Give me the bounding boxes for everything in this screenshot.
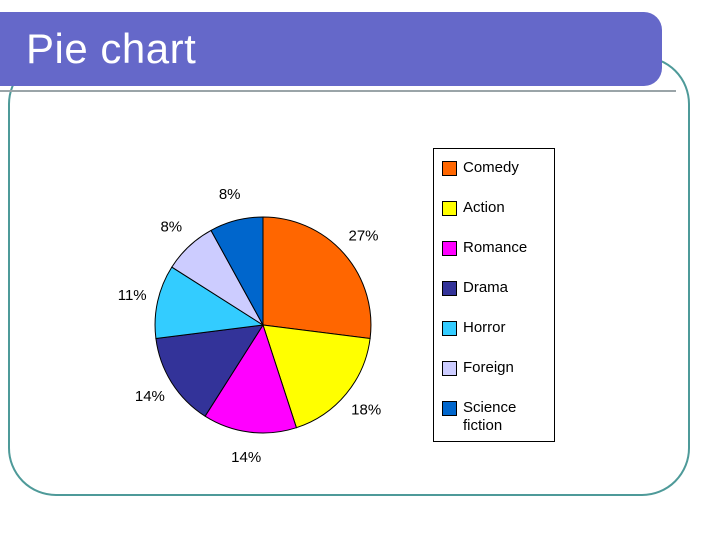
pie-data-label-science-fiction: 8%: [219, 186, 241, 203]
legend-item-horror: Horror: [442, 319, 548, 337]
legend-item-comedy: Comedy: [442, 159, 548, 177]
pie-slice-romance: [204, 323, 298, 434]
title-banner: Pie chart: [0, 12, 662, 86]
legend-swatch-horror: [442, 321, 457, 336]
legend-swatch-science-fiction: [442, 401, 457, 416]
pie-data-label-drama: 14%: [135, 388, 165, 405]
legend-item-romance: Romance: [442, 239, 548, 257]
legend-item-foreign: Foreign: [442, 359, 548, 377]
slide-title: Pie chart: [26, 25, 197, 72]
legend-item-science-fiction: Science fiction: [442, 399, 548, 435]
pie-slice-drama: [155, 324, 264, 417]
pie-data-label-comedy: 27%: [348, 227, 378, 244]
pie-data-label-foreign: 8%: [160, 218, 182, 235]
legend-label-drama: Drama: [463, 279, 509, 296]
legend-swatch-foreign: [442, 361, 457, 376]
legend-label-romance: Romance: [463, 239, 528, 256]
legend-label-science-fiction: Science fiction: [463, 399, 517, 434]
legend-item-action: Action: [442, 199, 548, 217]
legend-label-action: Action: [463, 199, 505, 216]
legend-item-drama: Drama: [442, 279, 548, 297]
pie-data-label-romance: 14%: [231, 449, 261, 466]
pie-slice-science-fiction: [210, 216, 264, 326]
pie-slice-comedy: [262, 216, 372, 340]
pie-slice-action: [262, 324, 371, 429]
legend-label-comedy: Comedy: [463, 159, 519, 176]
title-underline: [0, 90, 676, 92]
legend-label-foreign: Foreign: [463, 359, 514, 376]
chart-legend: Comedy Action Romance Drama Horror Foreign Sci…: [433, 148, 555, 442]
pie-slice-horror: [154, 266, 265, 340]
legend-swatch-romance: [442, 241, 457, 256]
pie-data-label-action: 18%: [351, 401, 381, 418]
legend-swatch-drama: [442, 281, 457, 296]
legend-label-horror: Horror: [463, 319, 506, 336]
legend-swatch-comedy: [442, 161, 457, 176]
legend-swatch-action: [442, 201, 457, 216]
pie-data-label-horror: 11%: [118, 287, 147, 304]
